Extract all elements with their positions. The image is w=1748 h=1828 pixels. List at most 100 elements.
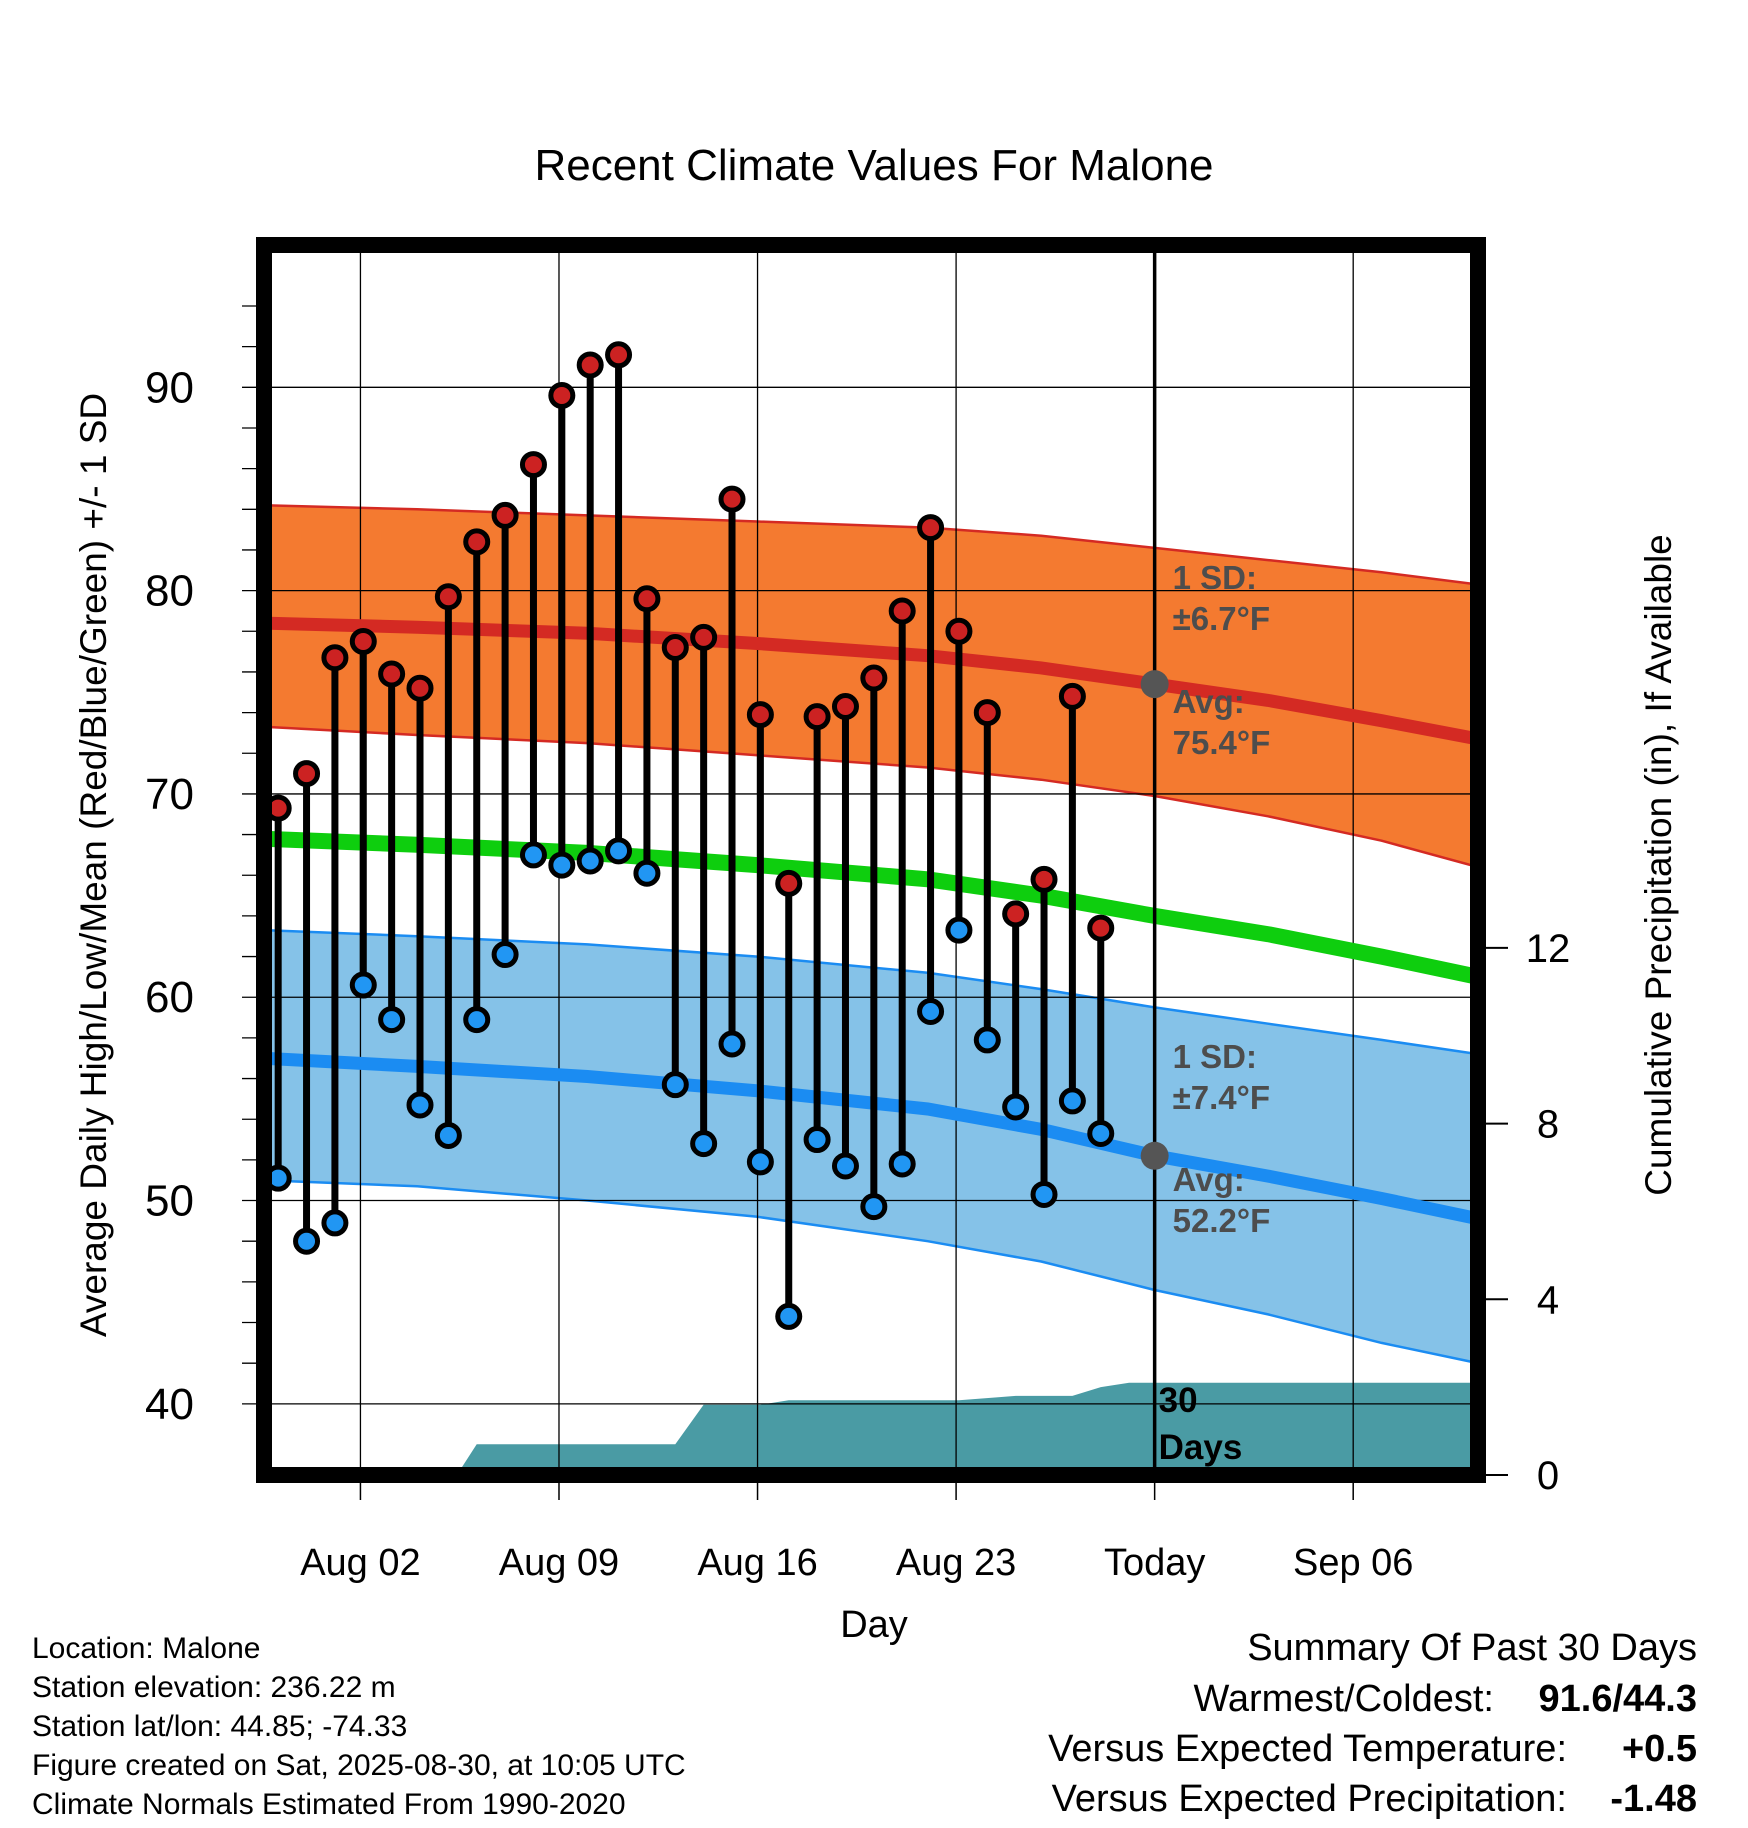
plot-inner: 1 SD: ±6.7°F Avg: 75.4°F 1 SD: ±7.4°F Avg: 52.2… [264, 245, 1478, 1475]
low-sd-label: 1 SD: [1173, 1038, 1257, 1075]
y2-tick-label: 0 [1537, 1454, 1559, 1498]
high-sd-label: 1 SD: [1173, 559, 1257, 596]
high-point [888, 597, 916, 625]
low-point [1058, 1087, 1086, 1115]
info-created: Figure created on Sat, 2025-08-30, at 10… [32, 1749, 686, 1782]
low-avg-label: Avg: [1173, 1161, 1245, 1198]
high-point [406, 674, 434, 702]
high-point [831, 693, 859, 721]
low-point [1030, 1180, 1058, 1208]
y-tick-label: 40 [145, 1380, 194, 1429]
info-latlon: Station lat/lon: 44.85; -74.33 [32, 1710, 407, 1743]
days-count-label: 30 [1159, 1381, 1198, 1420]
low-point [406, 1091, 434, 1119]
low-avg-value: 52.2°F [1173, 1202, 1271, 1239]
y2-axis-label: Cumulative Precipitation (in), If Availa… [1638, 534, 1679, 1196]
y2-tick-label: 12 [1526, 927, 1571, 971]
x-tick-label: Sep 06 [1293, 1542, 1413, 1584]
high-point [860, 664, 888, 692]
low-point [434, 1121, 462, 1149]
summary-warm-value: 91.6/44.3 [1539, 1678, 1697, 1720]
y-tick-label: 90 [145, 363, 194, 412]
high-point [321, 644, 349, 672]
high-point [519, 451, 547, 479]
high-point [633, 585, 661, 613]
days-word-label: Days [1159, 1428, 1243, 1467]
y-tick-label: 70 [145, 770, 194, 819]
low-point [803, 1126, 831, 1154]
low-point [945, 916, 973, 944]
low-point [775, 1302, 803, 1330]
high-point [434, 583, 462, 611]
low-point [690, 1130, 718, 1158]
y2-tick-label: 4 [1537, 1278, 1559, 1322]
low-point [605, 837, 633, 865]
low-point [888, 1150, 916, 1178]
low-point [746, 1148, 774, 1176]
x-tick-label: Aug 16 [697, 1542, 817, 1584]
precip-area [264, 1382, 1478, 1475]
y-tick-label: 80 [145, 567, 194, 616]
high-point [605, 341, 633, 369]
low-point [463, 1006, 491, 1034]
high-point [945, 617, 973, 645]
high-sd-value: ±6.7°F [1173, 600, 1270, 637]
high-point [803, 703, 831, 731]
station-info: Location: Malone Station elevation: 236.… [32, 1632, 686, 1821]
high-avg-label: Avg: [1173, 683, 1245, 720]
low-point [860, 1193, 888, 1221]
y-axis-label: Average Daily High/Low/Mean (Red/Blue/Gr… [73, 393, 114, 1337]
x-axis-label: Day [840, 1604, 908, 1646]
high-point [775, 869, 803, 897]
high-point [1087, 914, 1115, 942]
low-point [973, 1026, 1001, 1054]
high-point [917, 514, 945, 542]
x-tick-label: Today [1104, 1542, 1205, 1584]
high-point [973, 699, 1001, 727]
low-sd-value: ±7.4°F [1173, 1079, 1270, 1116]
low-avg-line [264, 1051, 1478, 1226]
low-point [1087, 1119, 1115, 1147]
high-point [349, 627, 377, 655]
x-tick-label: Aug 23 [896, 1542, 1016, 1584]
high-point [661, 634, 689, 662]
plot-frame [256, 237, 1486, 1483]
high-point [463, 528, 491, 556]
summary-panel: Summary Of Past 30 Days Warmest/Coldest:… [1048, 1627, 1697, 1820]
y-tick-label: 60 [145, 973, 194, 1022]
low-point [378, 1006, 406, 1034]
low-point [661, 1071, 689, 1099]
chart-title: Recent Climate Values For Malone [534, 141, 1213, 190]
low-point [548, 851, 576, 879]
low-point [718, 1030, 746, 1058]
summary-temp-label: Versus Expected Temperature: [1048, 1728, 1567, 1770]
low-point [917, 997, 945, 1025]
low-point [491, 941, 519, 969]
summary-title: Summary Of Past 30 Days [1247, 1627, 1697, 1669]
high-point [746, 701, 774, 729]
low-point [293, 1227, 321, 1255]
low-point [1002, 1093, 1030, 1121]
y2-tick-label: 8 [1537, 1103, 1559, 1147]
summary-temp-value: +0.5 [1622, 1728, 1697, 1770]
info-location: Location: Malone [32, 1632, 261, 1665]
y-tick-label: 50 [145, 1177, 194, 1226]
plot-area: 1 SD: ±6.7°F Avg: 75.4°F 1 SD: ±7.4°F Avg: 52.2… [145, 237, 1571, 1584]
high-point [378, 660, 406, 688]
high-point [690, 623, 718, 651]
summary-precip-label: Versus Expected Precipitation: [1052, 1778, 1567, 1820]
high-point [1002, 900, 1030, 928]
high-point [293, 760, 321, 788]
summary-warm-label: Warmest/Coldest: [1193, 1678, 1494, 1720]
high-point [548, 381, 576, 409]
high-point [576, 351, 604, 379]
x-tick-label: Aug 02 [300, 1542, 420, 1584]
high-point [1058, 682, 1086, 710]
high-point [1030, 865, 1058, 893]
high-avg-value: 75.4°F [1173, 724, 1271, 761]
today-high-marker [1140, 670, 1169, 699]
x-tick-label: Aug 09 [499, 1542, 619, 1584]
low-point [831, 1152, 859, 1180]
low-point [576, 847, 604, 875]
